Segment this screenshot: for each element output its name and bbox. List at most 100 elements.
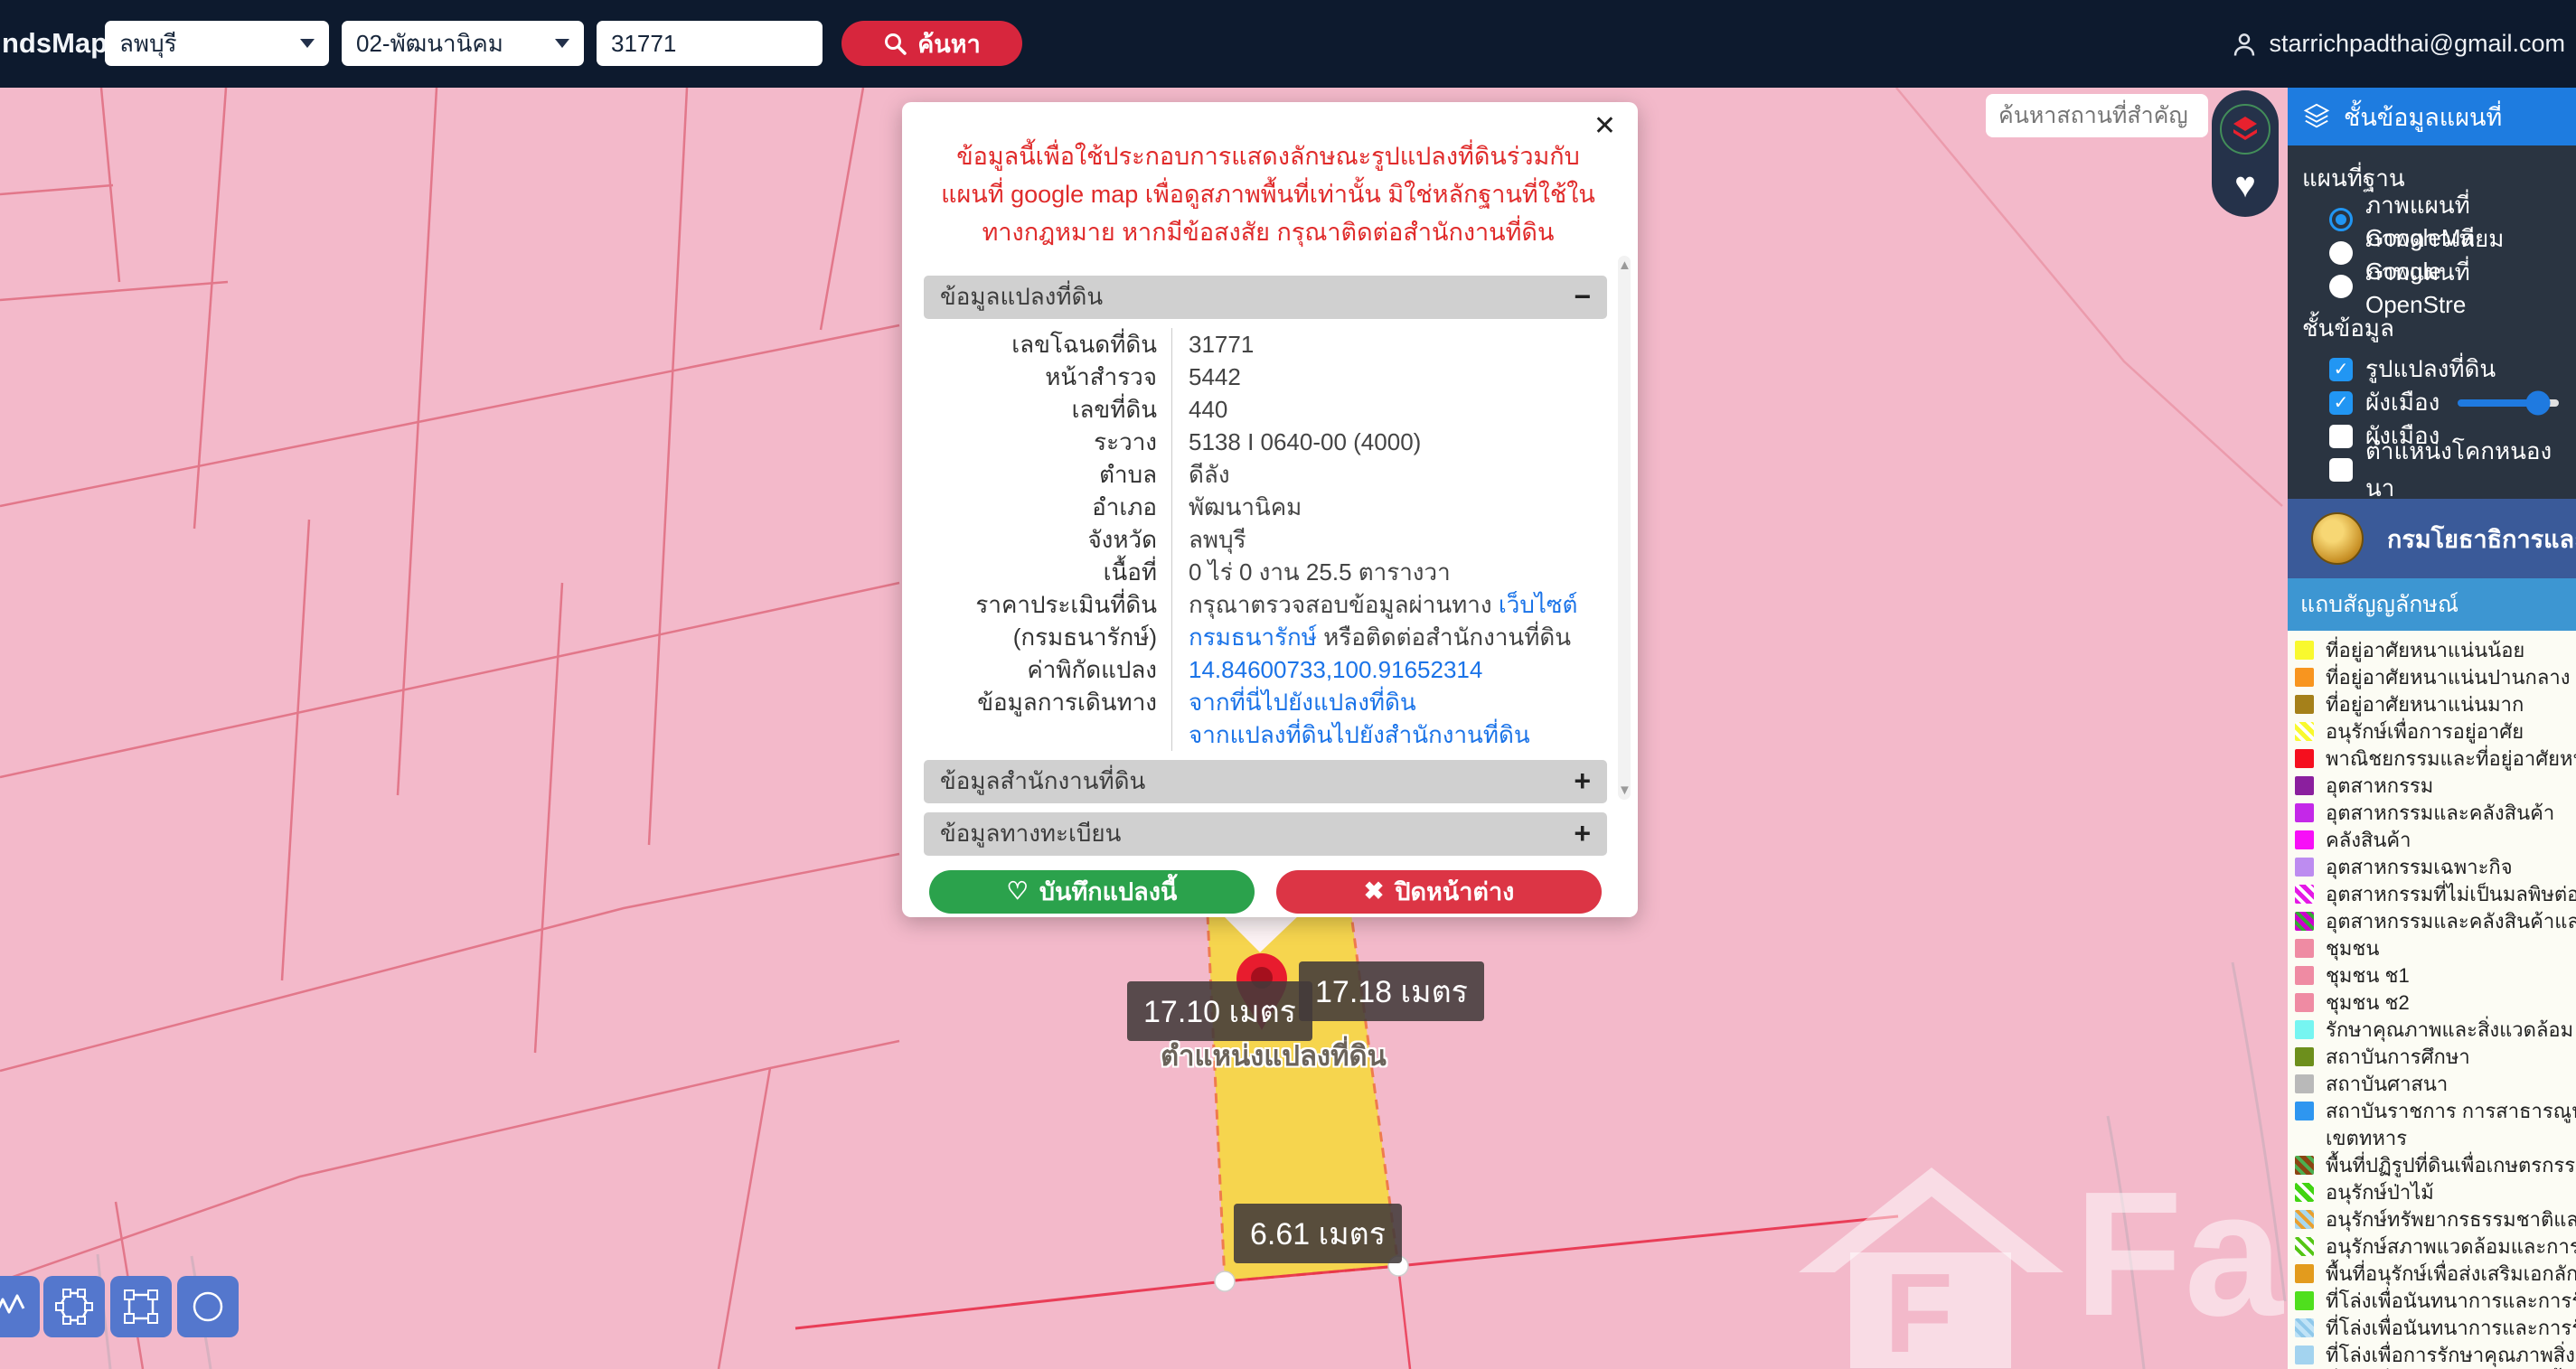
legend-swatch: [2295, 748, 2314, 768]
appraisal-text: หรือติดต่อสำนักงานที่ดิน: [1316, 623, 1571, 651]
measurement-label-bottom: 6.61 เมตร: [1234, 1204, 1402, 1263]
parcel-number-input[interactable]: [597, 21, 823, 66]
layer-option[interactable]: ผังเมือง: [2302, 419, 2576, 453]
section-registry[interactable]: ข้อมูลทางทะเบียน +: [924, 811, 1607, 856]
legend-swatch: [2295, 1345, 2314, 1364]
layer-option[interactable]: รูปแปลงที่ดิน: [2302, 352, 2576, 386]
legend-swatch: [2295, 1129, 2314, 1148]
favorites-button[interactable]: ♥: [2234, 165, 2256, 206]
district-select[interactable]: 02-พัฒนานิคม: [342, 21, 584, 66]
checkbox-icon[interactable]: [2329, 424, 2353, 448]
appraisal-text: กรุณาตรวจสอบข้อมูลผ่านทาง: [1189, 590, 1499, 618]
legend-swatch: [2295, 911, 2314, 931]
chevron-down-icon: [300, 39, 315, 48]
legend-swatch: [2295, 694, 2314, 714]
save-parcel-button[interactable]: ♡ บันทึกแปลงนี้: [929, 869, 1255, 914]
place-search-input[interactable]: [1986, 94, 2208, 137]
legend-row: อนุรักษ์สภาพแวดล้อมและการท่องเที่: [2295, 1233, 2576, 1260]
layer-option[interactable]: ผังเมือง: [2302, 386, 2576, 419]
legend-swatch: [2295, 1209, 2314, 1229]
legend-row: อนุรักษ์ป่าไม้: [2295, 1178, 2576, 1205]
legend-swatch: [2295, 965, 2314, 985]
legend-label: อุตสาหกรรมและคลังสินค้าและเกษตร: [2326, 909, 2576, 933]
legend-swatch: [2295, 857, 2314, 877]
draw-polygon-tool[interactable]: [43, 1276, 105, 1337]
legend-row: ชุมชน: [2295, 934, 2576, 961]
expand-icon[interactable]: +: [1574, 764, 1591, 798]
legend-swatch: [2295, 1046, 2314, 1066]
basemap-option[interactable]: ภาพแผนที่ GoogleMa: [2302, 192, 2576, 251]
legend-label: ที่อยู่อาศัยหนาแน่นน้อย: [2326, 638, 2525, 661]
legend-label: รักษาคุณภาพและสิ่งแวดล้อม: [2326, 1017, 2574, 1041]
coordinates-link[interactable]: 14.84600733,100.91652314: [1189, 655, 1483, 683]
legend-row: รักษาคุณภาพและสิ่งแวดล้อม: [2295, 1016, 2576, 1043]
vertex-handle[interactable]: [1214, 1271, 1236, 1292]
modal-scrollbar[interactable]: ▲ ▼: [1618, 256, 1631, 800]
legend-swatch: [2295, 938, 2314, 958]
legend-swatch: [2295, 1074, 2314, 1093]
layer-option-label: รูปแปลงที่ดิน: [2365, 355, 2496, 382]
save-parcel-label: บันทึกแปลงนี้: [1039, 878, 1178, 906]
section-parcel-info[interactable]: ข้อมูลแปลงที่ดิน −: [924, 275, 1607, 319]
app-logo[interactable]: ndsMaps: [2, 27, 124, 59]
basemap-option[interactable]: ภาพแผนที่ OpenStre: [2302, 258, 2576, 318]
checkbox-icon[interactable]: [2329, 457, 2353, 482]
polygon-icon: [55, 1289, 93, 1325]
info-value: จากที่นี่ไปยังแปลงที่ดิน จากแปลงที่ดินไป…: [1171, 685, 1530, 751]
legend-swatch: [2295, 1019, 2314, 1039]
legend-label: พื้นที่ปฏิรูปที่ดินเพื่อเกษตรกรรม: [2326, 1153, 2576, 1177]
layer-option-label: ผังเมือง: [2365, 422, 2440, 449]
chevron-down-icon: [555, 39, 569, 48]
legend-swatch: [2295, 830, 2314, 849]
scroll-up-icon[interactable]: ▲: [1618, 258, 1631, 273]
info-row: เนื้อที่ 0 ไร่ 0 งาน 25.5 ตารางวา: [924, 555, 1607, 588]
info-row: จังหวัด ลพบุรี: [924, 522, 1607, 556]
layer-option-label: ตำแหน่งโคกหนองนา: [2365, 436, 2552, 502]
department-banner: กรมโยธาธิการและผังเมื: [2288, 499, 2576, 578]
legend-row: พาณิชยกรรมและที่อยู่อาศัยหนาแน่นม: [2295, 745, 2576, 772]
modal-close-icon[interactable]: ✕: [1588, 109, 1622, 143]
legend-row: อนุรักษ์เพื่อการอยู่อาศัย: [2295, 717, 2576, 745]
province-select[interactable]: ลพบุรี: [105, 21, 329, 66]
legend-row: อุตสาหกรรมเฉพาะกิจ: [2295, 853, 2576, 880]
section-land-office[interactable]: ข้อมูลสำนักงานที่ดิน +: [924, 759, 1607, 803]
checkbox-icon[interactable]: [2329, 357, 2353, 381]
draw-rectangle-tool[interactable]: [110, 1276, 172, 1337]
directions-to-parcel-link[interactable]: จากที่นี่ไปยังแปลงที่ดิน: [1189, 688, 1416, 716]
zoning-legend: ที่อยู่อาศัยหนาแน่นน้อย ที่อยู่อาศัยหนาแ…: [2288, 631, 2576, 1369]
scroll-down-icon[interactable]: ▼: [1618, 783, 1631, 798]
basemap-option[interactable]: ภาพดาวเทียม Google: [2302, 225, 2576, 285]
info-label: ระวาง: [1094, 427, 1157, 455]
radio-icon[interactable]: [2329, 274, 2353, 298]
legend-swatch: [2295, 1155, 2314, 1175]
collapse-icon[interactable]: −: [1574, 280, 1591, 314]
info-row-coords: ค่าพิกัดแปลง 14.84600733,100.91652314: [924, 652, 1607, 686]
treasury-website-link[interactable]: เว็บไซต์กรมธนารักษ์: [1189, 590, 1578, 651]
parcel-info-table: เลขโฉนดที่ดิน 31771 หน้าสำรวจ 5442 เลขที…: [924, 327, 1607, 751]
layers-section-title: ชั้นข้อมูล: [2302, 314, 2394, 342]
expand-icon[interactable]: +: [1574, 817, 1591, 850]
info-row: เลขที่ดิน 440: [924, 392, 1607, 426]
checkbox-icon[interactable]: [2329, 390, 2353, 415]
search-button[interactable]: ค้นหา: [841, 21, 1022, 66]
layer-option[interactable]: ตำแหน่งโคกหนองนา: [2302, 437, 2576, 502]
info-label: เนื้อที่: [1103, 558, 1157, 586]
legend-row: ที่อยู่อาศัยหนาแน่นมาก: [2295, 690, 2576, 717]
opacity-slider[interactable]: [2458, 399, 2560, 407]
legend-swatch: [2295, 640, 2314, 660]
legend-row: พื้นที่อนุรักษ์เพื่อส่งเสริมเอกลักษณ์ศิล…: [2295, 1260, 2576, 1287]
svg-text:F: F: [1885, 1252, 1953, 1369]
layers-toggle-button[interactable]: [2220, 103, 2270, 155]
radio-icon[interactable]: [2329, 207, 2353, 231]
rectangle-icon: [124, 1289, 158, 1324]
close-window-button[interactable]: ✖ ปิดหน้าต่าง: [1276, 869, 1602, 914]
measurement-label-left: 17.10 เมตร: [1127, 981, 1312, 1041]
legend-label: สถาบันศาสนา: [2326, 1072, 2449, 1095]
draw-line-tool[interactable]: [0, 1276, 40, 1337]
legend-row: ที่โล่งเพื่อนันทนาการและการรักษาคุณ: [2295, 1314, 2576, 1341]
account-menu[interactable]: starrichpadthai@gmail.com: [2231, 0, 2565, 88]
draw-circle-tool[interactable]: [177, 1276, 239, 1337]
directions-to-office-link[interactable]: จากแปลงที่ดินไปยังสำนักงานที่ดิน: [1189, 720, 1530, 748]
radio-icon[interactable]: [2329, 240, 2353, 265]
